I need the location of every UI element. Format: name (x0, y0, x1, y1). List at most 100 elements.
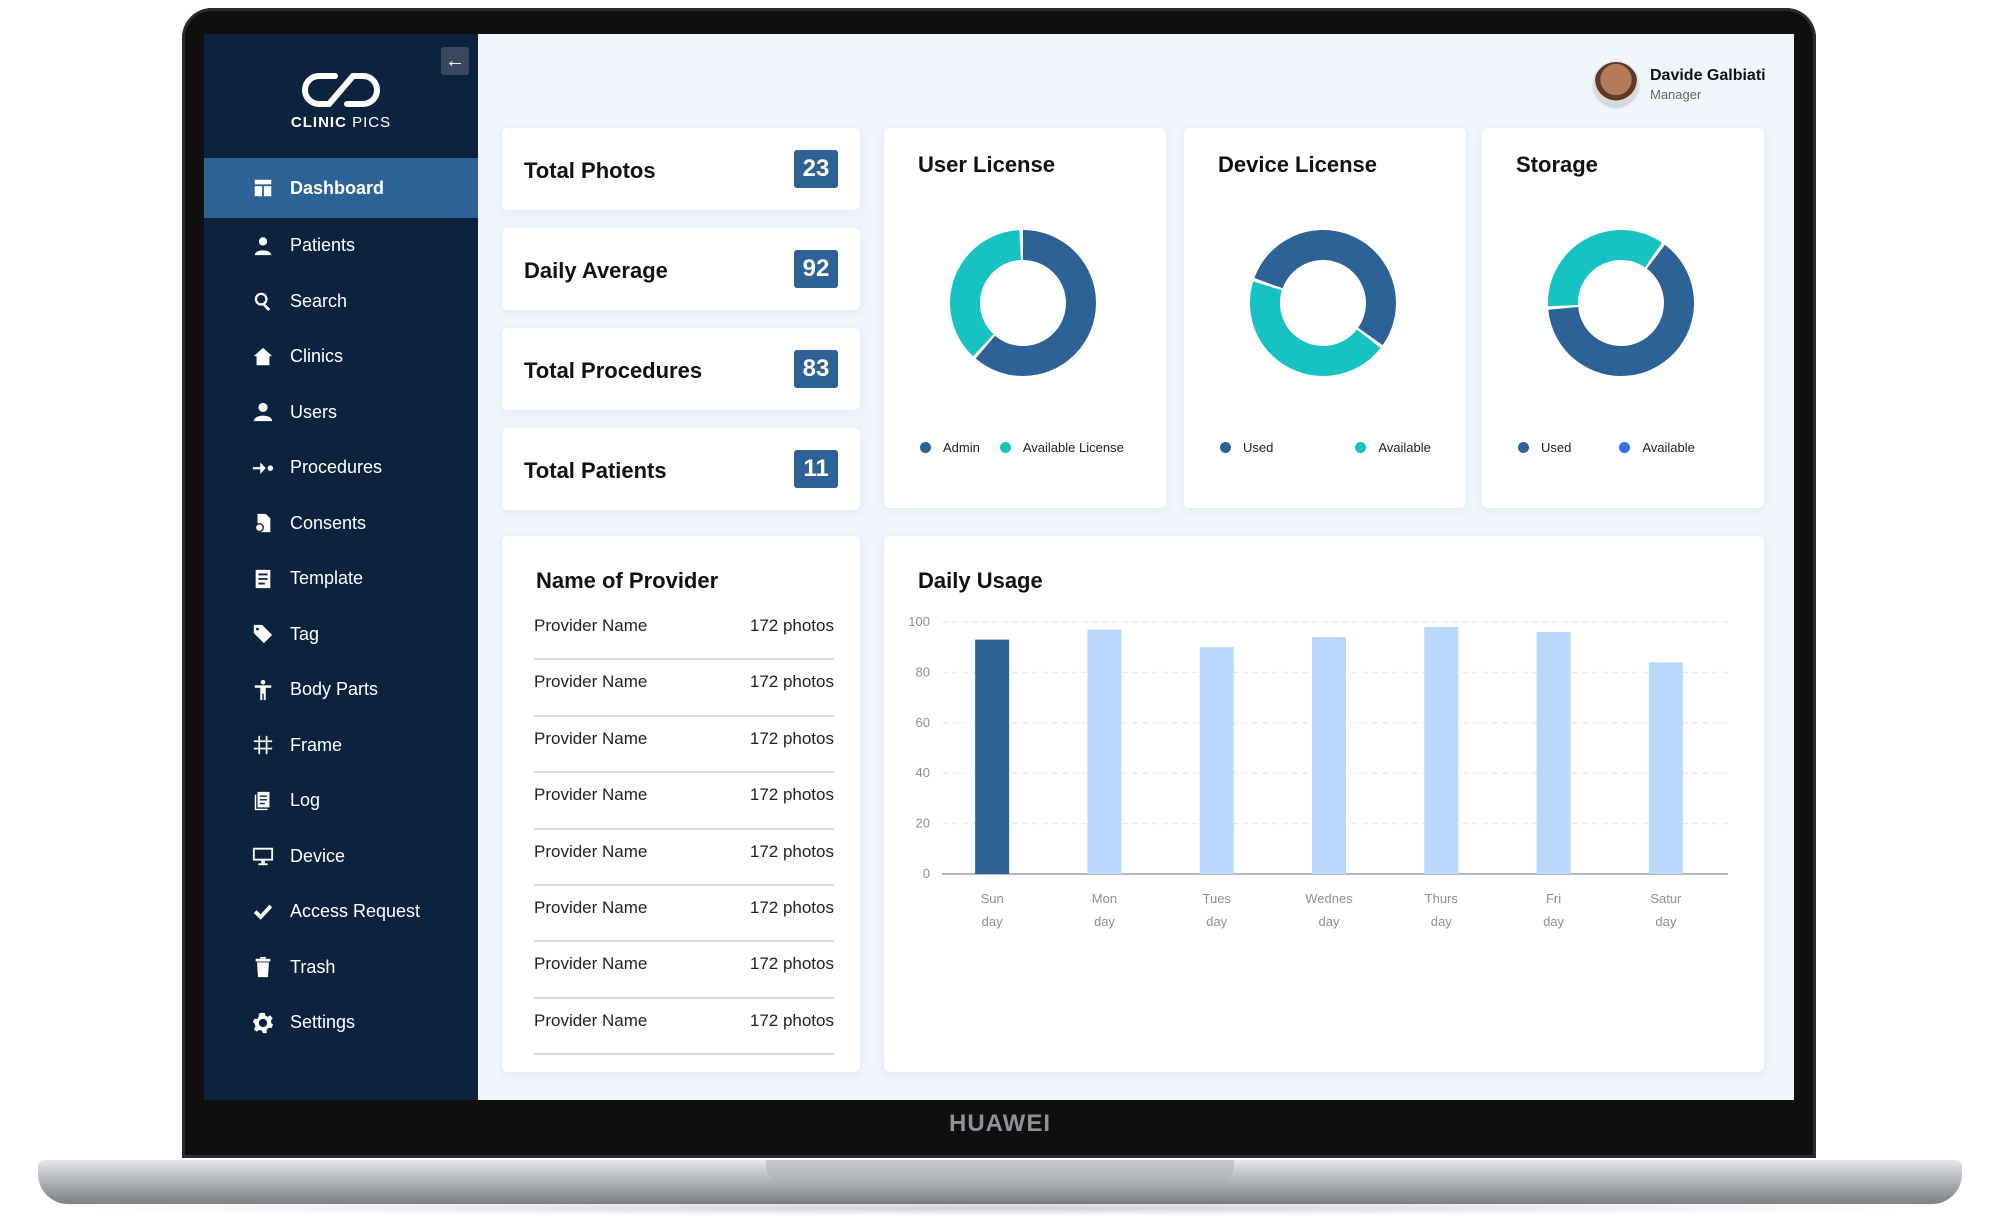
sidebar-item-access-request[interactable]: Access Request (204, 884, 478, 940)
donut-slice[interactable] (1546, 228, 1696, 378)
user-profile[interactable]: Davide Galbiati Manager (1594, 62, 1766, 106)
stat-value-badge: 23 (794, 150, 838, 188)
arrow-left-icon: ← (445, 50, 465, 72)
provider-photo-count: 172 photos (749, 841, 834, 861)
sidebar-item-clinics[interactable]: Clinics (204, 329, 478, 385)
bar[interactable] (975, 639, 1010, 874)
provider-name: Provider Name (534, 841, 648, 861)
donut-slice[interactable] (950, 230, 1096, 376)
provider-row[interactable]: Provider Name 172 photos (534, 773, 834, 830)
sidebar-item-procedures[interactable]: Procedures (204, 440, 478, 496)
legend-label: Available License (1022, 440, 1124, 455)
sidebar-item-frame[interactable]: Frame (204, 718, 478, 774)
card-title: User License (918, 152, 1055, 177)
procedure-arrow-icon (250, 457, 276, 479)
sidebar-item-tag[interactable]: Tag (204, 607, 478, 663)
legend-label: Available (1378, 440, 1431, 455)
sidebar-item-label: Patients (290, 235, 356, 256)
x-tick-label: Satur (1650, 891, 1682, 906)
bar[interactable] (1312, 637, 1346, 874)
provider-list: Provider Name 172 photos Provider Name 172 … (534, 604, 834, 1056)
laptop-shadow (60, 1200, 1940, 1216)
sidebar-item-template[interactable]: Template (204, 551, 478, 607)
provider-photo-count: 172 photos (749, 616, 834, 635)
legend-item-used: Used (1518, 440, 1571, 455)
monitor-icon (250, 845, 276, 867)
sidebar-nav: Dashboard Patients Search Clinics Users … (204, 158, 478, 1051)
y-tick-label: 100 (908, 614, 930, 629)
legend-label: Admin (943, 440, 980, 455)
provider-photo-count: 172 photos (749, 954, 834, 974)
provider-name: Provider Name (534, 728, 648, 748)
body-icon (250, 679, 276, 701)
legend-label: Used (1541, 440, 1572, 455)
provider-row[interactable]: Provider Name 172 photos (534, 830, 834, 886)
x-tick-label: day (1655, 914, 1676, 929)
stat-label: Total Photos (524, 158, 656, 183)
donut-legend: Used Available (1518, 440, 1715, 455)
donut-slice[interactable] (1248, 228, 1398, 378)
avatar[interactable] (1594, 62, 1638, 106)
x-tick-label: Mon (1092, 891, 1117, 906)
app-logo[interactable]: CLINIC PICS (286, 68, 396, 131)
stat-label: Total Patients (524, 458, 667, 483)
sidebar-item-body-parts[interactable]: Body Parts (204, 662, 478, 718)
provider-row[interactable]: Provider Name 172 photos (534, 886, 834, 943)
provider-row[interactable]: Provider Name 172 photos (534, 604, 834, 661)
provider-row[interactable]: Provider Name 172 photos (534, 660, 834, 717)
legend-label: Available (1642, 440, 1695, 455)
app-screen: ← CLINIC PICS Dashboard Patients Search (204, 34, 1794, 1100)
legend-dot (1619, 442, 1631, 453)
sidebar-item-consents[interactable]: Consents (204, 496, 478, 552)
x-tick-label: day (1094, 914, 1115, 929)
sidebar-item-label: Clinics (290, 346, 344, 367)
donut-slice[interactable] (948, 228, 1098, 378)
sidebar-item-label: Access Request (290, 901, 421, 922)
stat-card-total-procedures[interactable]: Total Procedures 83 (502, 328, 860, 410)
sidebar-item-settings[interactable]: Settings (204, 995, 478, 1051)
consent-icon (250, 512, 276, 534)
sidebar-item-label: Users (290, 401, 338, 422)
collapse-sidebar-button[interactable]: ← (441, 47, 469, 75)
stat-label: Daily Average (524, 258, 668, 283)
sidebar-item-log[interactable]: Log (204, 773, 478, 829)
bar[interactable] (1648, 662, 1683, 874)
sidebar-item-device[interactable]: Device (204, 829, 478, 885)
x-tick-label: day (1431, 914, 1452, 929)
y-tick-label: 0 (923, 866, 930, 881)
legend-dot (999, 442, 1011, 453)
sidebar-item-label: Trash (290, 956, 336, 977)
donut-legend: Used Available (1220, 440, 1451, 455)
storage-donut (1546, 228, 1696, 378)
stat-card-total-photos[interactable]: Total Photos 23 (502, 128, 860, 210)
daily-usage-bar-chart: 0 20 40 60 80 100 Sun day Mon day Tues day Wednes day… (908, 614, 1728, 929)
sidebar-item-users[interactable]: Users (204, 385, 478, 441)
legend-item-available: Available (1619, 440, 1695, 455)
search-icon (250, 290, 276, 312)
user-icon (250, 401, 276, 423)
provider-row[interactable]: Provider Name 172 photos (534, 717, 834, 774)
stat-card-daily-average[interactable]: Daily Average 92 (502, 228, 860, 310)
gear-icon (250, 1012, 276, 1034)
sidebar-item-label: Settings (290, 1012, 356, 1033)
sidebar: ← CLINIC PICS Dashboard Patients Search (204, 34, 478, 1100)
stat-card-total-patients[interactable]: Total Patients 11 (502, 428, 860, 510)
provider-row[interactable]: Provider Name 172 photos (534, 942, 834, 999)
bar[interactable] (1199, 647, 1234, 874)
sidebar-item-trash[interactable]: Trash (204, 940, 478, 996)
daily-usage-card: Daily Usage 0 20 40 60 80 100 Sun day Mon day Tues… (884, 536, 1764, 1072)
chart-title: Daily Usage (918, 568, 1043, 593)
user-license-donut (948, 228, 1098, 378)
card-title: Storage (1516, 152, 1598, 177)
bar[interactable] (1536, 632, 1571, 874)
bar[interactable] (1424, 627, 1459, 874)
logo-text-bold: CLINIC (290, 114, 347, 131)
sidebar-item-patients[interactable]: Patients (204, 218, 478, 274)
provider-row[interactable]: Provider Name 172 photos (534, 999, 834, 1056)
sidebar-item-dashboard[interactable]: Dashboard (204, 158, 478, 218)
user-role: Manager (1650, 86, 1702, 102)
sidebar-item-search[interactable]: Search (204, 274, 478, 330)
x-tick-label: Thurs (1425, 891, 1459, 906)
bar[interactable] (1087, 629, 1122, 874)
card-title: Device License (1218, 152, 1377, 177)
